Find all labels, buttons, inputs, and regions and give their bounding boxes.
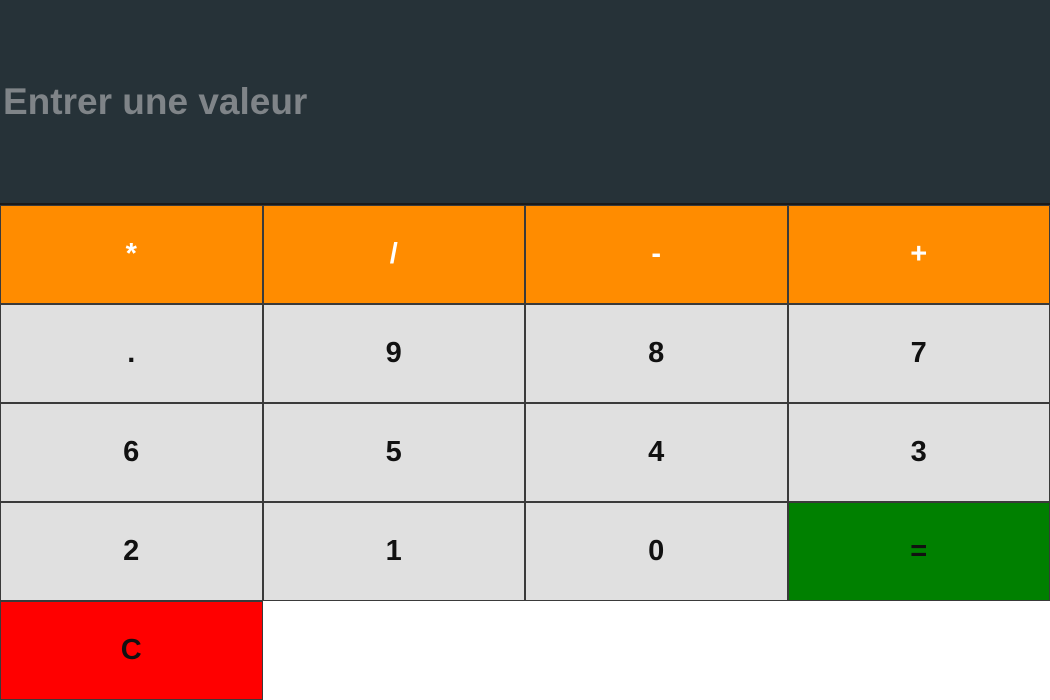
equals-button[interactable]: = [787, 502, 1050, 601]
digit-8-button[interactable]: 8 [525, 304, 788, 403]
empty-cell [787, 601, 1050, 700]
digit-1-button[interactable]: 1 [262, 502, 525, 601]
digit-4-button[interactable]: 4 [525, 403, 788, 502]
empty-cell [262, 601, 525, 700]
keypad: * / - + . 9 8 7 6 5 4 3 2 1 0 = C [0, 205, 1050, 700]
digit-2-button[interactable]: 2 [0, 502, 263, 601]
subtract-button[interactable]: - [525, 205, 788, 304]
digit-3-button[interactable]: 3 [787, 403, 1050, 502]
clear-button[interactable]: C [0, 601, 263, 700]
digit-5-button[interactable]: 5 [262, 403, 525, 502]
value-input[interactable] [0, 0, 1050, 203]
multiply-button[interactable]: * [0, 205, 263, 304]
digit-7-button[interactable]: 7 [787, 304, 1050, 403]
digit-0-button[interactable]: 0 [525, 502, 788, 601]
digit-6-button[interactable]: 6 [0, 403, 263, 502]
display-panel [0, 0, 1050, 205]
divide-button[interactable]: / [262, 205, 525, 304]
decimal-button[interactable]: . [0, 304, 263, 403]
empty-cell [525, 601, 788, 700]
add-button[interactable]: + [787, 205, 1050, 304]
digit-9-button[interactable]: 9 [262, 304, 525, 403]
